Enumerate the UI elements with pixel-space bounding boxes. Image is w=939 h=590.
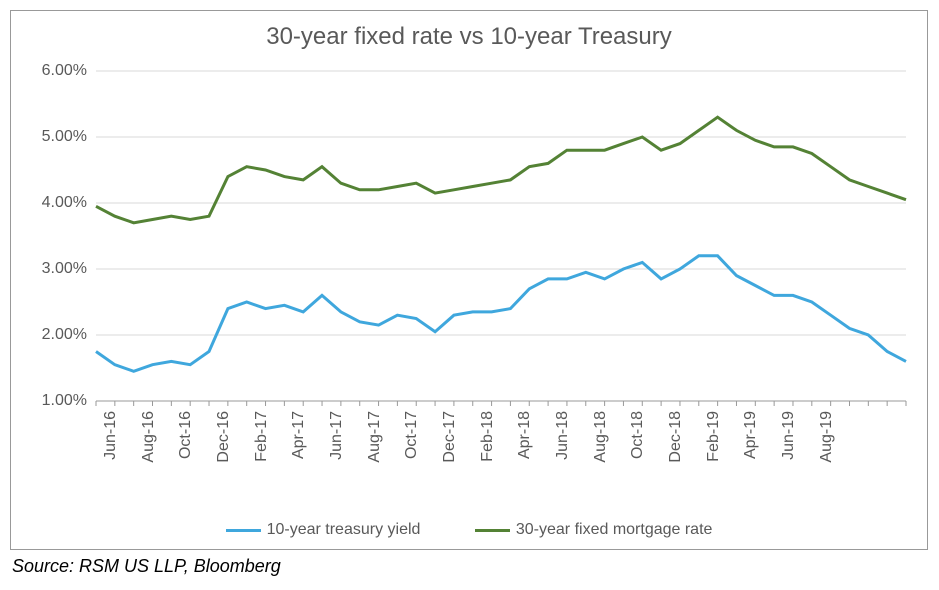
- y-tick-label: 3.00%: [7, 260, 87, 278]
- y-tick-label: 6.00%: [7, 62, 87, 80]
- y-tick-label: 1.00%: [7, 392, 87, 410]
- legend: 10-year treasury yield 30-year fixed mor…: [11, 519, 927, 540]
- x-tick-label: Oct-17: [403, 411, 421, 459]
- x-tick-label: Jun-16: [102, 411, 120, 460]
- series-line: [96, 256, 906, 371]
- x-tick-label: Jun-18: [554, 411, 572, 460]
- legend-label: 30-year fixed mortgage rate: [516, 521, 713, 539]
- x-tick-label: Apr-18: [516, 411, 534, 459]
- series-line: [96, 117, 906, 223]
- x-tick-label: Aug-17: [366, 411, 384, 463]
- x-tick-label: Dec-17: [441, 411, 459, 463]
- x-tick-label: Oct-18: [629, 411, 647, 459]
- x-tick-label: Aug-16: [140, 411, 158, 463]
- x-tick-label: Aug-18: [592, 411, 610, 463]
- chart-title: 30-year fixed rate vs 10-year Treasury: [11, 11, 927, 51]
- x-tick-label: Apr-17: [290, 411, 308, 459]
- y-tick-label: 2.00%: [7, 326, 87, 344]
- legend-item-treasury: 10-year treasury yield: [226, 521, 421, 539]
- legend-swatch: [475, 529, 510, 532]
- legend-swatch: [226, 529, 261, 532]
- x-tick-label: Jun-17: [328, 411, 346, 460]
- chart-svg: [96, 71, 906, 401]
- x-tick-label: Feb-17: [253, 411, 271, 462]
- source-text: Source: RSM US LLP, Bloomberg: [12, 556, 929, 577]
- y-tick-label: 4.00%: [7, 194, 87, 212]
- chart-container: 30-year fixed rate vs 10-year Treasury 1…: [10, 10, 928, 550]
- x-tick-label: Feb-18: [479, 411, 497, 462]
- plot-area: [96, 71, 906, 401]
- x-tick-label: Aug-19: [818, 411, 836, 463]
- y-tick-label: 5.00%: [7, 128, 87, 146]
- legend-label: 10-year treasury yield: [267, 521, 421, 539]
- x-tick-label: Dec-18: [667, 411, 685, 463]
- x-tick-label: Jun-19: [780, 411, 798, 460]
- x-tick-label: Apr-19: [742, 411, 760, 459]
- x-tick-label: Dec-16: [215, 411, 233, 463]
- x-tick-label: Feb-19: [705, 411, 723, 462]
- legend-item-mortgage: 30-year fixed mortgage rate: [475, 521, 713, 539]
- x-tick-label: Oct-16: [177, 411, 195, 459]
